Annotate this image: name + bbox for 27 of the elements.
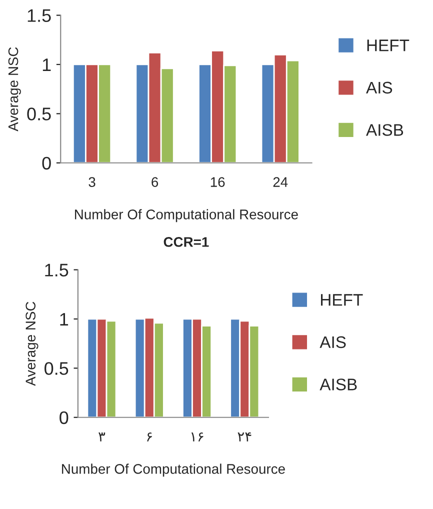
legend-label: AISB — [366, 124, 404, 136]
x-tick-label: 6 — [152, 177, 158, 187]
x-tick-label: ۶ — [147, 432, 152, 442]
y-axis-title: Average NSC — [26, 302, 38, 386]
y-tick-label: 1 — [60, 313, 68, 326]
x-tick-label: 24 — [273, 177, 288, 187]
x-tick-label: 16 — [210, 177, 225, 187]
legend-label: AIS — [366, 82, 392, 94]
y-tick-label: 0 — [42, 156, 51, 170]
y-tick-label: 0 — [60, 411, 68, 424]
y-tick-label: 1.5 — [28, 9, 51, 22]
y-tick-label: 0.5 — [27, 108, 51, 120]
x-tick-label: ۲۴ — [238, 432, 252, 442]
legend-label: AIS — [320, 336, 346, 348]
legend-label: AISB — [320, 378, 357, 390]
y-tick-label: 1.5 — [45, 264, 68, 276]
x-tick-label: 3 — [88, 177, 96, 187]
x-tick-label: ۳ — [98, 432, 106, 442]
legend-label: HEFT — [321, 294, 363, 306]
y-tick-label: 1 — [42, 58, 51, 72]
x-axis-title: Number Of Computational Resource — [75, 209, 298, 222]
x-tick-label: ۱۶ — [191, 432, 204, 442]
x-axis-title: Number Of Computational Resource — [62, 464, 285, 477]
text: CCR=1 — [164, 237, 209, 247]
y-tick-label: 0.5 — [44, 362, 68, 375]
y-axis-title: Average NSC — [8, 47, 21, 132]
legend-label: HEFT — [367, 40, 410, 52]
